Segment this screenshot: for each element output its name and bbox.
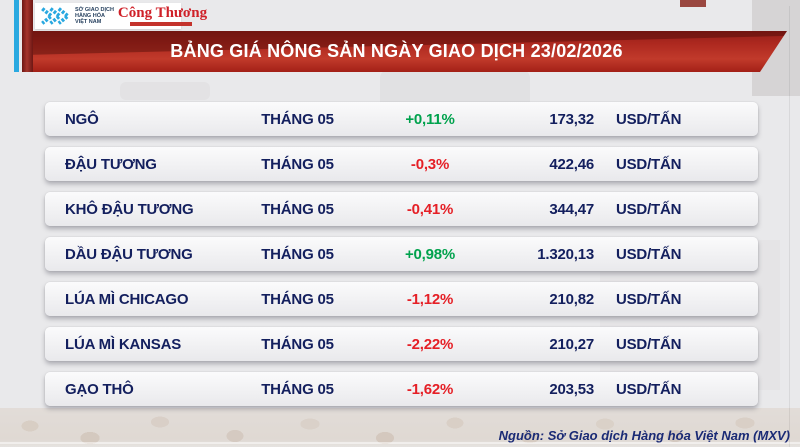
title-banner: BẢNG GIÁ NÔNG SẢN NGÀY GIAO DỊCH 23/02/2… bbox=[33, 31, 787, 72]
commodity-name: DẦU ĐẬU TƯƠNG bbox=[65, 245, 193, 263]
source-credit: Nguồn: Sở Giao dịch Hàng hóa Việt Nam (M… bbox=[498, 428, 790, 443]
contract-month: THÁNG 05 bbox=[261, 155, 334, 173]
price-value: 210,82 bbox=[549, 290, 594, 308]
commodity-name: GẠO THÔ bbox=[65, 380, 134, 398]
price-value: 210,27 bbox=[549, 335, 594, 353]
congthuong-tagline-bar bbox=[129, 22, 192, 26]
table-row: KHÔ ĐẬU TƯƠNG THÁNG 05 -0,41% 344,47 USD… bbox=[45, 192, 758, 226]
change-percent: -1,62% bbox=[406, 380, 454, 398]
price-value: 173,32 bbox=[549, 110, 594, 128]
price-unit: USD/TẤN bbox=[616, 245, 682, 263]
page-title: BẢNG GIÁ NÔNG SẢN NGÀY GIAO DỊCH 23/02/2… bbox=[170, 41, 623, 61]
background-ghost-image bbox=[120, 82, 210, 100]
change-percent: -2,22% bbox=[406, 335, 454, 353]
congthuong-logo-text: Công Thương bbox=[117, 5, 208, 22]
commodity-name: LÚA MÌ KANSAS bbox=[65, 335, 182, 353]
price-unit: USD/TẤN bbox=[616, 335, 682, 353]
background-ghost-image bbox=[680, 0, 706, 7]
contract-month: THÁNG 05 bbox=[261, 200, 334, 218]
commodity-name: LÚA MÌ CHICAGO bbox=[65, 290, 189, 308]
price-value: 422,46 bbox=[549, 155, 594, 173]
commodity-name: KHÔ ĐẬU TƯƠNG bbox=[65, 200, 194, 218]
price-unit: USD/TẤN bbox=[616, 290, 682, 308]
price-value: 1.320,13 bbox=[537, 245, 594, 263]
price-value: 203,53 bbox=[549, 380, 594, 398]
contract-month: THÁNG 05 bbox=[261, 245, 334, 263]
logo-box: SỞ GIAO DỊCH HÀNG HÓA VIỆT NAM Công Thươ… bbox=[35, 3, 207, 29]
price-table: NGÔ THÁNG 05 +0,11% 173,32 USD/TẤN ĐẬU T… bbox=[45, 102, 758, 417]
contract-month: THÁNG 05 bbox=[261, 335, 334, 353]
table-row: ĐẬU TƯƠNG THÁNG 05 -0,3% 422,46 USD/TẤN bbox=[45, 147, 758, 181]
commodity-name: NGÔ bbox=[65, 110, 99, 128]
left-cyan-stripe bbox=[14, 0, 19, 72]
left-maroon-stripe bbox=[22, 0, 33, 72]
mxv-logo-line: HÀNG HÓA bbox=[75, 13, 105, 19]
table-row: LÚA MÌ CHICAGO THÁNG 05 -1,12% 210,82 US… bbox=[45, 282, 758, 316]
congthuong-logo: Công Thương bbox=[118, 6, 207, 26]
price-unit: USD/TẤN bbox=[616, 200, 682, 218]
contract-month: THÁNG 05 bbox=[261, 380, 334, 398]
commodity-name: ĐẬU TƯƠNG bbox=[65, 155, 157, 173]
contract-month: THÁNG 05 bbox=[261, 110, 334, 128]
change-percent: -0,41% bbox=[406, 200, 454, 218]
mxv-logo-text: SỞ GIAO DỊCH HÀNG HÓA VIỆT NAM bbox=[75, 7, 114, 25]
change-percent: -1,12% bbox=[406, 290, 454, 308]
background-seam-line bbox=[789, 6, 790, 447]
table-row: DẦU ĐẬU TƯƠNG THÁNG 05 +0,98% 1.320,13 U… bbox=[45, 237, 758, 271]
price-unit: USD/TẤN bbox=[616, 155, 682, 173]
change-percent: +0,11% bbox=[405, 110, 455, 128]
price-unit: USD/TẤN bbox=[616, 110, 682, 128]
contract-month: THÁNG 05 bbox=[261, 290, 334, 308]
table-row: NGÔ THÁNG 05 +0,11% 173,32 USD/TẤN bbox=[45, 102, 758, 136]
price-value: 344,47 bbox=[549, 200, 594, 218]
price-unit: USD/TẤN bbox=[616, 380, 682, 398]
change-percent: +0,98% bbox=[404, 245, 456, 263]
mxv-logo-line: SỞ GIAO DỊCH bbox=[75, 7, 114, 13]
table-row: LÚA MÌ KANSAS THÁNG 05 -2,22% 210,27 USD… bbox=[45, 327, 758, 361]
change-percent: -0,3% bbox=[410, 155, 450, 173]
mxv-chevrons-icon bbox=[41, 7, 71, 25]
mxv-logo-line: VIỆT NAM bbox=[75, 19, 102, 25]
table-row: GẠO THÔ THÁNG 05 -1,62% 203,53 USD/TẤN bbox=[45, 372, 758, 406]
